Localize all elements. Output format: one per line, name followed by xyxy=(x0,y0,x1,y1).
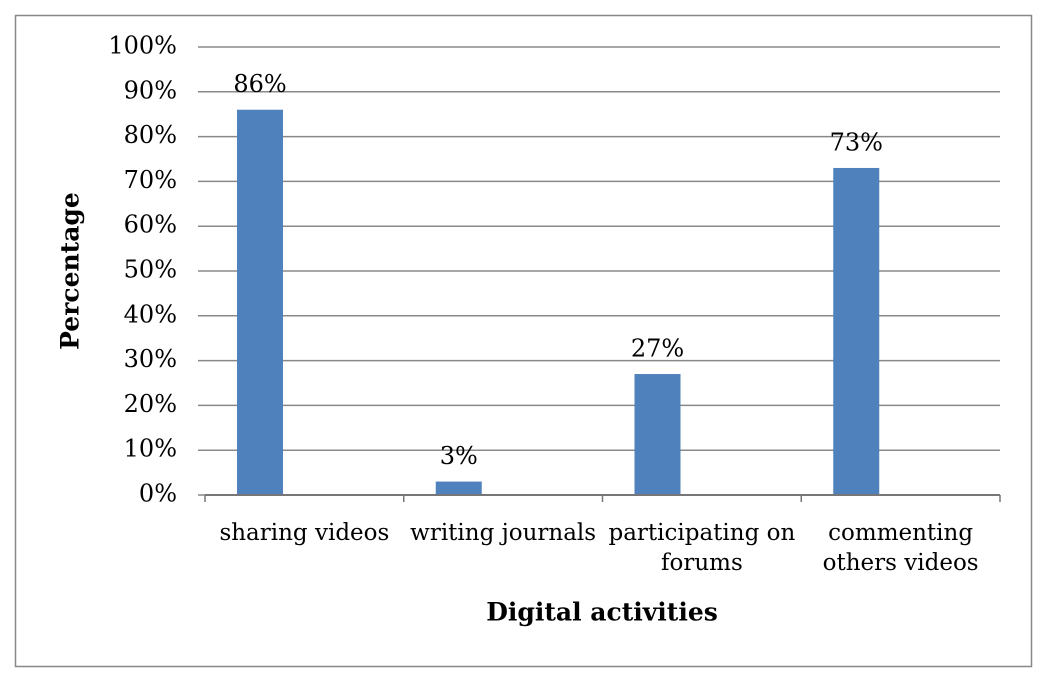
x-axis-title: Digital activities xyxy=(486,598,718,627)
bar xyxy=(435,481,482,495)
bar xyxy=(833,167,880,495)
y-tick-label: 0% xyxy=(139,480,177,508)
y-axis-title: Percentage xyxy=(56,192,85,350)
y-tick-label: 70% xyxy=(124,166,177,194)
y-tick-label: 60% xyxy=(124,211,177,239)
y-tick-label: 80% xyxy=(124,121,177,149)
bar xyxy=(237,109,283,495)
y-tick-label: 20% xyxy=(124,390,177,418)
y-tick-label: 10% xyxy=(124,435,177,463)
x-tick-label: sharing videos xyxy=(219,520,390,546)
y-tick-label: 50% xyxy=(124,256,177,284)
y-tick-label: 100% xyxy=(108,32,177,60)
y-tick-label: 90% xyxy=(124,76,177,104)
x-tick-label: writing journals xyxy=(410,520,597,546)
bar xyxy=(634,374,681,495)
x-tick-label: commenting others videos xyxy=(822,520,979,576)
x-tick-label: participating on forums xyxy=(608,520,796,576)
y-tick-label: 40% xyxy=(124,300,177,328)
data-label: 73% xyxy=(830,128,883,156)
y-tick-label: 30% xyxy=(124,345,177,373)
data-label: 86% xyxy=(233,70,286,98)
data-label: 3% xyxy=(440,442,478,470)
data-label: 27% xyxy=(631,335,684,363)
